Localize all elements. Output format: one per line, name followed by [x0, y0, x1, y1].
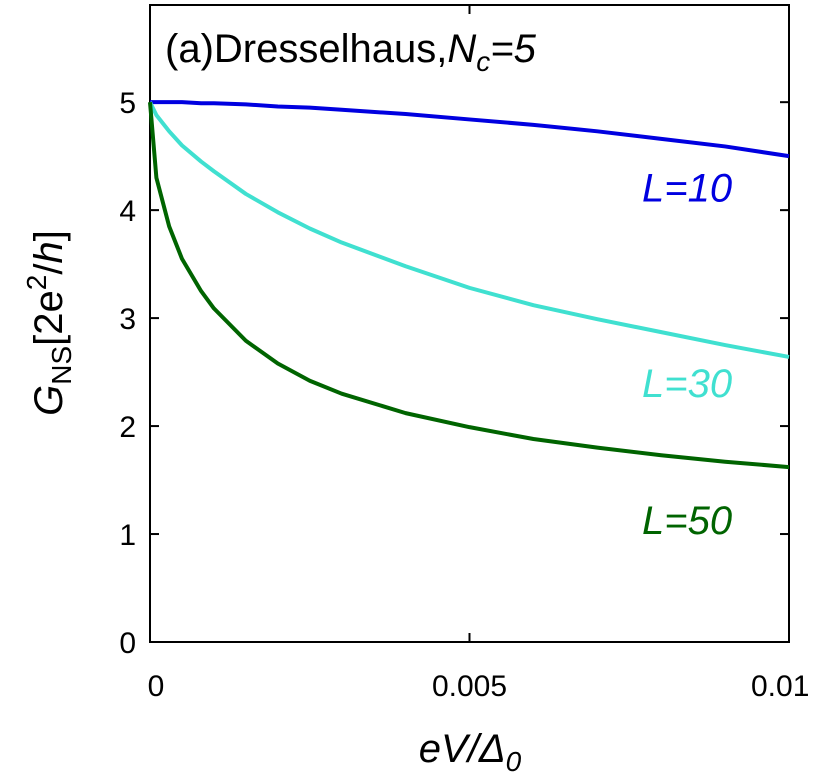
annotation-value: =5	[490, 27, 536, 71]
y-axis-title-main: G	[27, 385, 71, 416]
annotation-model: Dresselhaus,	[214, 27, 447, 71]
y-axis-title-bracket-close: ]	[27, 230, 71, 241]
y-axis-title: GNS[2e2/h]	[21, 230, 77, 416]
x-tick-label: 0	[148, 670, 165, 703]
y-tick-label: 4	[119, 195, 136, 228]
annotation-prefix: (a)	[165, 27, 214, 71]
series-line-l-50	[148, 102, 790, 470]
plot-frame	[149, 4, 790, 643]
x-axis-title-sub: 0	[506, 746, 522, 777]
y-tick-label: 3	[119, 303, 136, 336]
series-line-l-10	[150, 100, 790, 159]
x-tick-label: 0.01	[751, 670, 809, 703]
series-label-l-30: L=30	[642, 362, 732, 406]
x-axis-title-main: eV/	[419, 727, 483, 771]
y-axis-title-bracket: [2e	[27, 290, 71, 346]
series-lines	[148, 100, 790, 470]
x-tick-label: 0.005	[432, 670, 507, 703]
annotation-var-sub: c	[476, 46, 490, 77]
y-tick-label: 0	[119, 627, 136, 660]
series-label-l-50: L=50	[642, 499, 732, 543]
annotation-var: N	[447, 27, 476, 71]
y-axis-title-sup: 2	[21, 275, 52, 291]
series-labels: L=10 L=30 L=50	[642, 166, 732, 543]
y-axis-title-slash: /	[27, 263, 71, 275]
y-tick-label: 5	[119, 87, 136, 120]
y-tick-label: 2	[119, 411, 136, 444]
y-axis-title-h: h	[27, 241, 71, 263]
series-label-l-10: L=10	[642, 166, 732, 210]
x-axis-title: eV/Δ0	[419, 727, 522, 777]
y-axis-title-sub: NS	[46, 346, 77, 385]
x-axis-title-delta: Δ	[478, 727, 506, 771]
y-tick-label: 1	[119, 519, 136, 552]
plot-annotation: (a)Dresselhaus,Nc=5	[165, 27, 537, 77]
series-line-l-30	[148, 101, 790, 359]
ticks: 0 1 2 3 4 5 0 0.005 0.01	[119, 5, 809, 703]
